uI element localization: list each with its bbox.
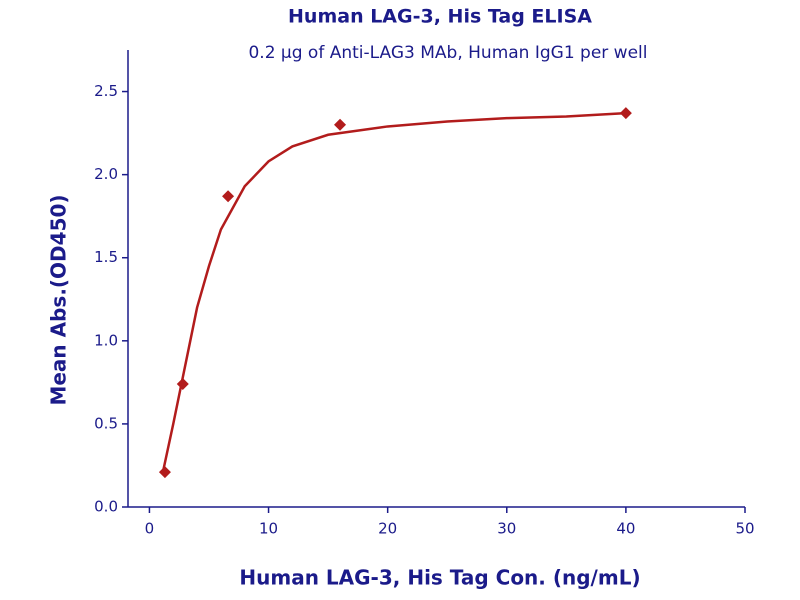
x-tick-label: 10 <box>259 520 278 538</box>
data-point <box>334 118 347 131</box>
x-tick-label: 40 <box>616 520 635 538</box>
x-tick-label: 50 <box>735 520 754 538</box>
fit-curve <box>161 111 626 475</box>
y-tick-label: 2.0 <box>94 165 118 183</box>
chart-title: Human LAG-3, His Tag ELISA <box>288 6 592 28</box>
data-point <box>176 378 189 391</box>
x-axis-label: Human LAG-3, His Tag Con. (ng/mL) <box>239 566 640 590</box>
data-point <box>222 190 235 203</box>
data-point <box>158 466 171 479</box>
data-point <box>619 107 632 120</box>
x-tick-label: 20 <box>378 520 397 538</box>
y-tick-label: 0.5 <box>94 414 118 432</box>
y-tick-label: 1.0 <box>94 331 118 349</box>
y-tick-label: 1.5 <box>94 248 118 266</box>
x-tick-label: 30 <box>497 520 516 538</box>
y-axis-label: Mean Abs.(OD450) <box>47 194 71 405</box>
y-tick-label: 2.5 <box>94 82 118 100</box>
chart-subtitle: 0.2 μg of Anti-LAG3 MAb, Human IgG1 per … <box>248 43 647 63</box>
x-tick-label: 0 <box>145 520 155 538</box>
y-tick-label: 0.0 <box>94 498 118 516</box>
